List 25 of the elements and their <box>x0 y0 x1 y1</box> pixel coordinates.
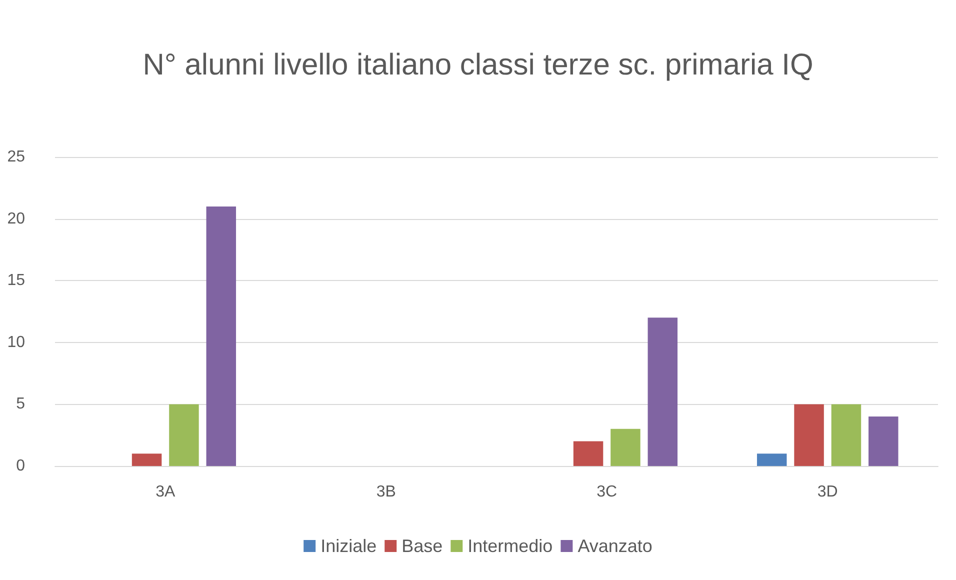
y-tick-label: 15 <box>7 272 26 290</box>
bar <box>868 416 898 466</box>
y-tick-label: 10 <box>7 334 26 351</box>
x-tick-label: 3A <box>156 484 176 500</box>
bar <box>169 404 199 466</box>
legend-label: Intermedio <box>468 536 553 556</box>
bar <box>132 454 162 466</box>
legend-label: Iniziale <box>320 536 377 556</box>
x-tick-label: 3B <box>376 484 396 500</box>
x-tick-label: 3C <box>596 484 618 500</box>
y-tick-label: 20 <box>7 210 26 228</box>
y-tick-label: 25 <box>7 148 26 166</box>
bar <box>831 404 862 466</box>
y-tick-label: 0 <box>16 458 26 474</box>
bar <box>756 454 787 466</box>
x-tick-label: 3D <box>817 484 838 500</box>
bar <box>206 206 236 466</box>
bar <box>794 404 824 466</box>
legend-label: Avanzato <box>578 536 652 556</box>
bar <box>648 318 678 466</box>
bar <box>610 428 640 466</box>
legend-label: Base <box>402 536 443 556</box>
chart-title: N° alunni livello italiano classi terze sc. primaria IQ <box>142 48 814 82</box>
y-tick-label: 5 <box>16 396 26 413</box>
bar <box>573 441 604 466</box>
